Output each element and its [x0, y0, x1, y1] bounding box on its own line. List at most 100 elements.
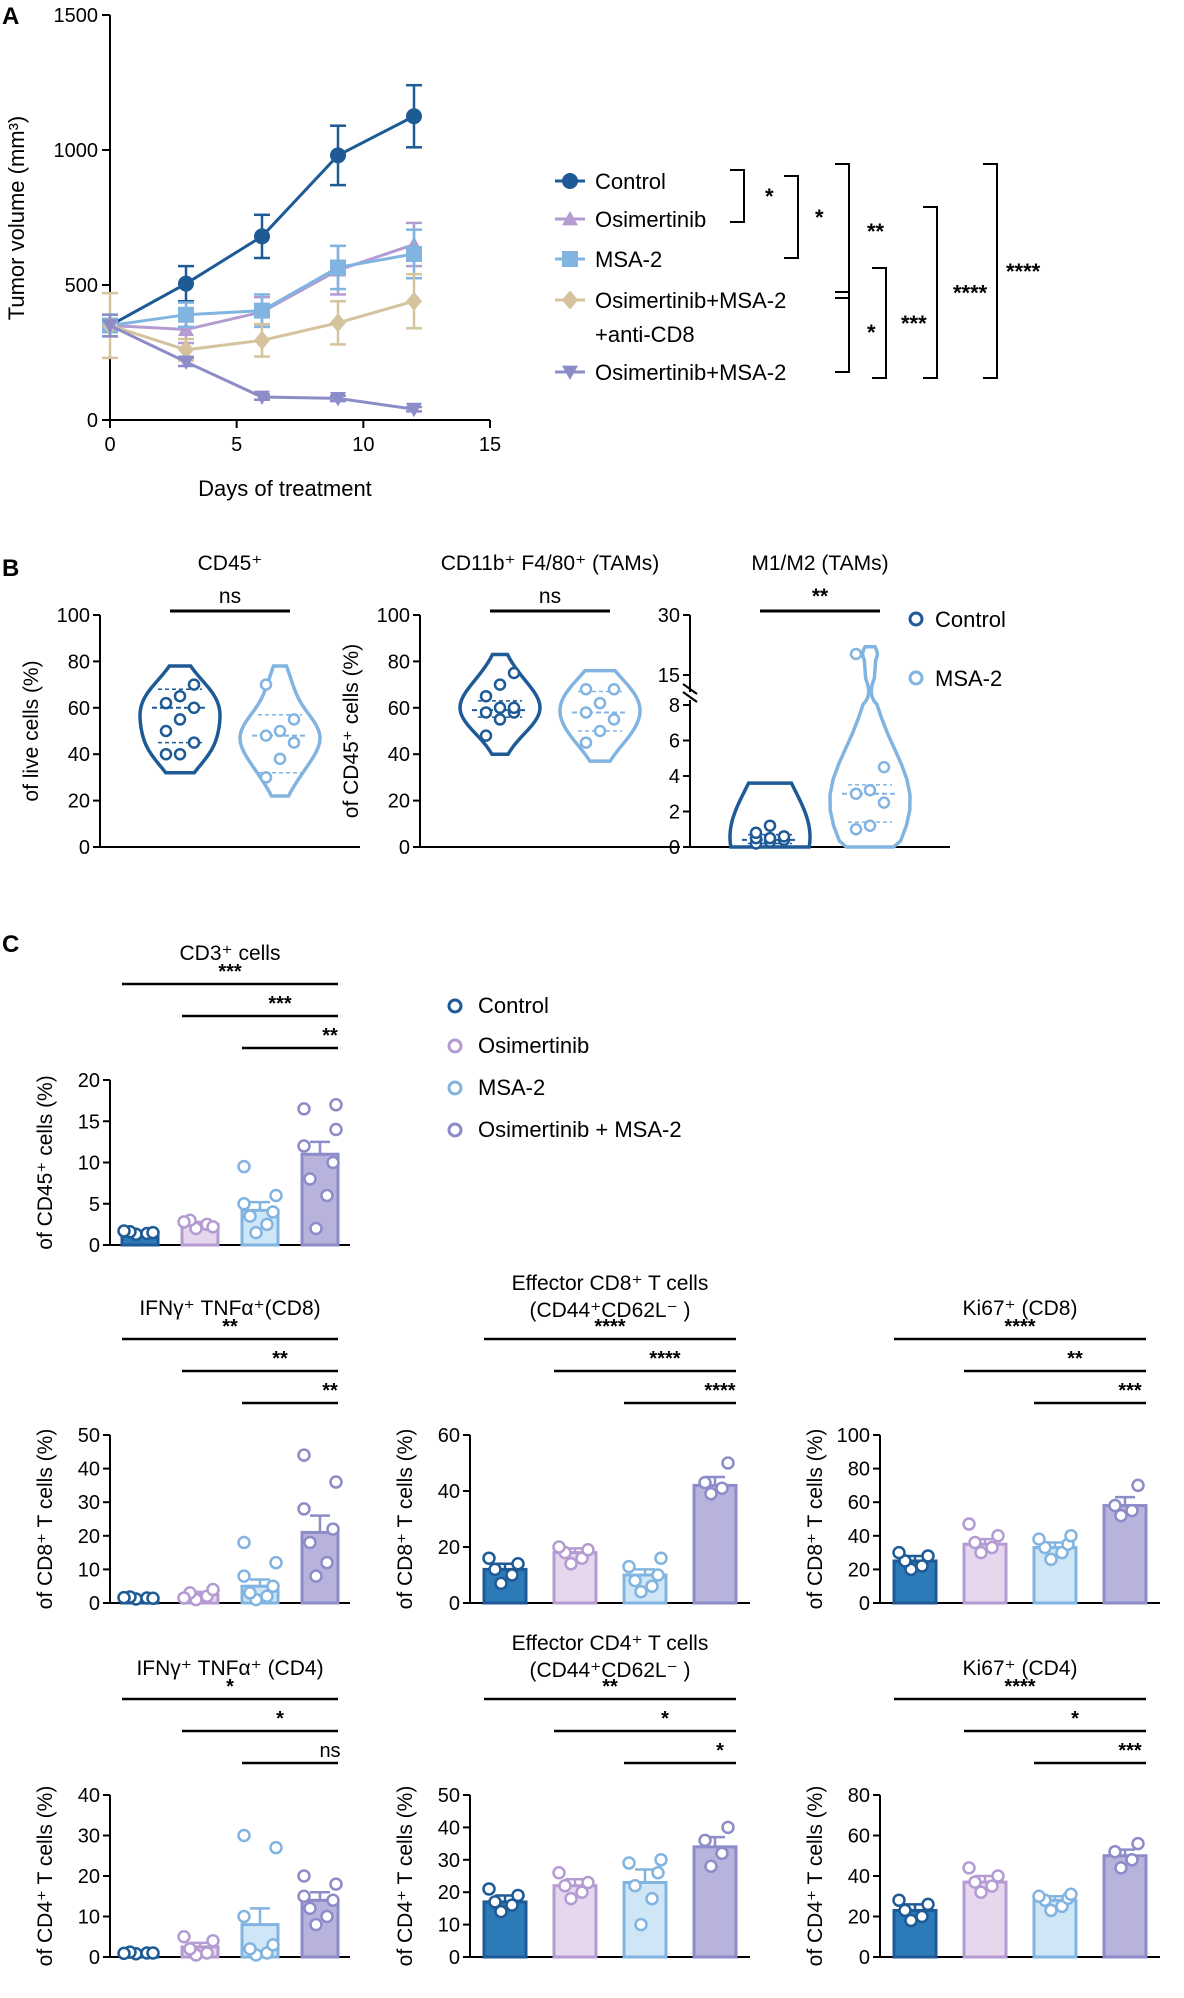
a-legend-label: Control [595, 169, 666, 194]
c2-point [303, 1535, 317, 1550]
c7-point [1108, 1844, 1122, 1859]
c6-point [575, 1885, 589, 1899]
b3-point [763, 819, 777, 832]
c6-point [558, 1878, 572, 1893]
c1-point [237, 1159, 251, 1174]
c2-point [206, 1582, 220, 1597]
a-legend-marker [562, 211, 578, 226]
b2-violin [558, 668, 642, 763]
a-sig-label: * [765, 184, 774, 209]
c1-point [260, 1217, 274, 1232]
c4-point [1125, 1503, 1139, 1518]
c2-point [320, 1555, 334, 1570]
c4-y-axis-tick-label: 60 [848, 1492, 870, 1514]
a-sig-label: ** [867, 219, 885, 244]
a-point [330, 259, 346, 276]
a-point [330, 392, 346, 407]
c3-title: Effector CD8⁺ T cells [512, 1272, 709, 1295]
c6-point [622, 1856, 636, 1870]
c7-sig-label: * [1071, 1708, 1079, 1730]
c1-sig-label: ** [322, 1025, 338, 1047]
b2-point [579, 736, 593, 749]
c6-point [552, 1866, 566, 1880]
c4-y-axis-tick-label: 20 [848, 1559, 870, 1581]
c6-y-axis-tick-label: 50 [438, 1785, 460, 1807]
b1-point [159, 696, 173, 710]
c2-point [329, 1475, 343, 1489]
c3-sig-label: **** [704, 1380, 735, 1402]
c7-sig-label: *** [1118, 1740, 1142, 1762]
c3-point [581, 1543, 595, 1557]
c3-sig-label: **** [649, 1348, 680, 1370]
c3-point [564, 1557, 578, 1571]
a-legend-label: Osimertinib+MSA-2 [595, 288, 786, 313]
b-legend-marker [908, 611, 924, 627]
a-y-tick-label: 0 [87, 410, 98, 432]
b3-y-tick-label: 4 [669, 766, 680, 788]
c7-point [898, 1903, 912, 1918]
c6-y-label: of CD4⁺ T cells (%) [394, 1786, 417, 1967]
b3-y-tick-label: 8 [669, 695, 680, 717]
c6-point [715, 1846, 729, 1861]
a-sig-bracket [835, 291, 850, 373]
b3-point [863, 819, 877, 832]
c-legend-label: Control [478, 993, 549, 1018]
c7-y-axis-tick-label: 20 [848, 1907, 870, 1929]
c5-sig-label: * [226, 1676, 234, 1698]
c6-point [581, 1875, 595, 1890]
a-sig-label: * [815, 205, 824, 230]
b2-point [579, 706, 593, 719]
c1-point [237, 1197, 251, 1211]
c3-y-axis-tick-label: 20 [438, 1537, 460, 1559]
c1-point [297, 1139, 311, 1153]
a-point [178, 340, 194, 360]
c1-point [177, 1215, 191, 1229]
a-x-label: Days of treatment [198, 476, 372, 501]
a-sig-label: **** [1006, 259, 1041, 284]
b3-violin [728, 781, 812, 849]
b1-point [259, 729, 273, 742]
b2-point [593, 696, 607, 710]
b3-point [849, 647, 863, 661]
c2-point [297, 1448, 311, 1462]
b1-point [259, 678, 273, 691]
c3-point [511, 1557, 525, 1571]
c6-point [634, 1917, 648, 1932]
a-point [406, 245, 422, 262]
c3-point [654, 1551, 668, 1565]
b2-point [607, 682, 621, 696]
a-point [254, 390, 270, 406]
c1-point [146, 1225, 160, 1240]
c4-point [1131, 1478, 1145, 1493]
b-legend-label: MSA-2 [935, 666, 1002, 691]
a-sig-bracket [784, 175, 799, 259]
c-legend-marker [447, 1122, 463, 1138]
a-sig-bracket [923, 206, 938, 379]
b1-title: CD45⁺ [198, 552, 263, 575]
c1-point [266, 1205, 280, 1219]
c6-point [505, 1898, 519, 1912]
c4-point [1064, 1529, 1078, 1543]
a-point [254, 302, 270, 319]
c3-point [715, 1481, 729, 1495]
c3-point [552, 1540, 566, 1554]
a-legend-label: MSA-2 [595, 247, 662, 272]
b2-y-label: of CD45⁺ cells (%) [340, 644, 363, 818]
b1-y-axis-tick-label: 20 [68, 791, 90, 813]
c3-point [704, 1487, 718, 1501]
a-legend-label: Osimertinib+MSA-2 [595, 360, 786, 385]
c4-point [892, 1545, 906, 1560]
c7-y-axis-tick-label: 60 [848, 1826, 870, 1848]
c6-sig-label: * [661, 1708, 669, 1730]
c7-point [915, 1909, 929, 1924]
c-legend-label: Osimertinib + MSA-2 [478, 1117, 682, 1142]
c1-point [320, 1188, 334, 1203]
c7-point [974, 1885, 988, 1899]
c1-sig-label: *** [218, 961, 242, 983]
b1-y-axis-tick-label: 0 [79, 837, 90, 859]
a-point [330, 147, 346, 164]
a-sig-label: * [867, 320, 876, 345]
c3-point [488, 1562, 502, 1577]
b3-point [763, 831, 777, 845]
c5-title: IFNγ⁺ TNFα⁺ (CD4) [136, 1657, 323, 1680]
